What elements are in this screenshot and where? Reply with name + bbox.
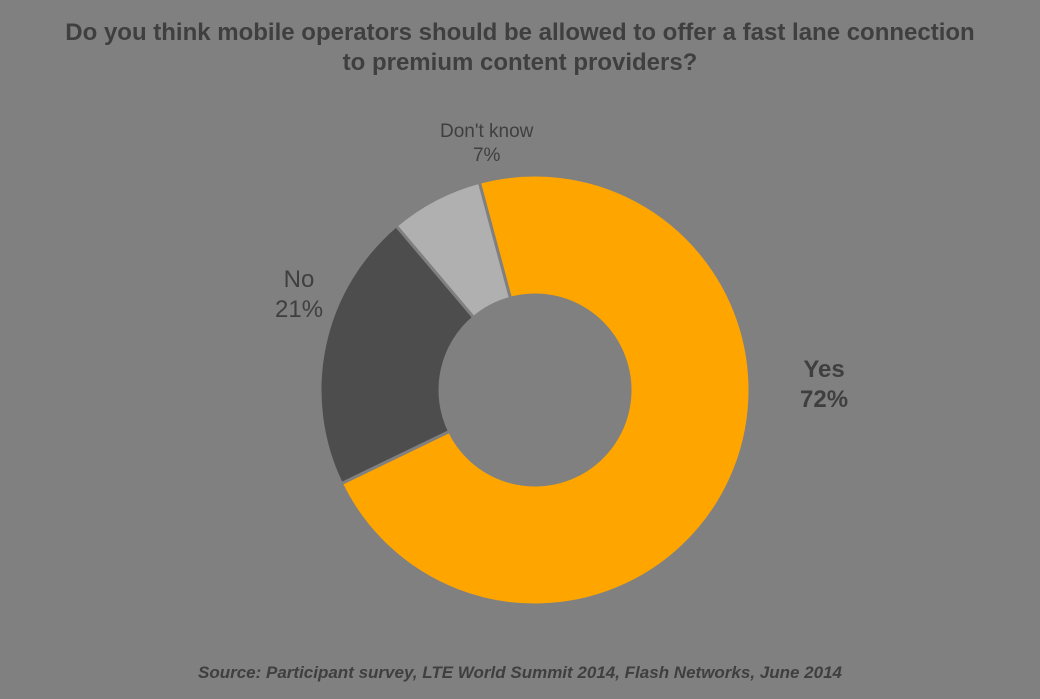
slice-label-no: No21% <box>275 265 323 325</box>
donut-chart <box>0 0 1040 699</box>
donut-svg <box>0 0 1040 699</box>
slice-label-name: No <box>275 265 323 295</box>
chart-source: Source: Participant survey, LTE World Su… <box>0 663 1040 683</box>
slice-label-yes: Yes72% <box>800 355 848 415</box>
slice-label-dont_know: Don't know7% <box>440 120 533 168</box>
slice-label-name: Don't know <box>440 120 533 144</box>
slice-label-percent: 21% <box>275 295 323 325</box>
slice-label-percent: 7% <box>440 144 533 168</box>
slice-label-percent: 72% <box>800 385 848 415</box>
chart-canvas: Do you think mobile operators should be … <box>0 0 1040 699</box>
slice-label-name: Yes <box>800 355 848 385</box>
donut-hole <box>440 295 630 485</box>
